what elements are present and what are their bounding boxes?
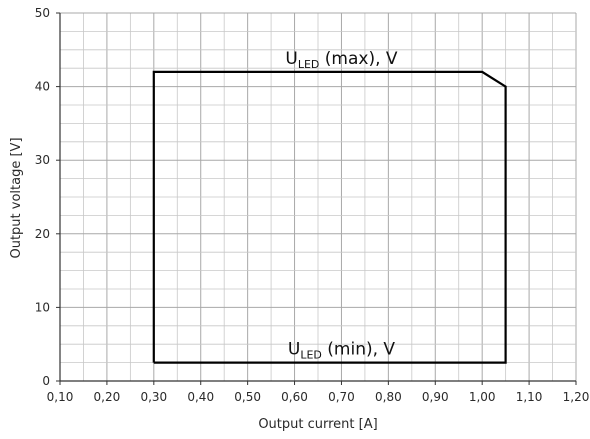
- x-tick-label: 0,40: [187, 390, 214, 404]
- x-axis-title: Output current [A]: [258, 417, 377, 432]
- x-tick-label: 0,10: [47, 390, 74, 404]
- y-tick-label: 30: [35, 153, 50, 167]
- x-tick-label: 0,70: [328, 390, 355, 404]
- x-tick-label: 0,60: [281, 390, 308, 404]
- x-tick-label: 1,00: [469, 390, 496, 404]
- x-tick-label: 1,10: [516, 390, 543, 404]
- y-tick-label: 20: [35, 227, 50, 241]
- x-tick-label: 0,90: [422, 390, 449, 404]
- y-tick-label: 40: [35, 80, 50, 94]
- x-tick-label: 1,20: [563, 390, 590, 404]
- x-tick-label: 0,20: [94, 390, 121, 404]
- annotations: ULED (max), V ULED (min), V: [285, 49, 398, 362]
- y-tick-label: 10: [35, 300, 50, 314]
- y-axis-title: Output voltage [V]: [9, 137, 24, 258]
- x-tick-labels: 0,10 0,20 0,30 0,40 0,50 0,60 0,70 0,80 0,90 1,00…: [47, 381, 590, 404]
- operating-window-line: [152, 70, 507, 364]
- y-tick-label: 50: [35, 6, 50, 20]
- annotation-uled-max: ULED (max), V: [285, 49, 398, 71]
- y-tick-label: 0: [42, 374, 50, 388]
- annotation-uled-min: ULED (min), V: [288, 340, 396, 362]
- x-tick-label: 0,30: [140, 390, 167, 404]
- y-tick-labels: 0 10 20 30 40 50: [35, 6, 60, 388]
- x-tick-label: 0,80: [375, 390, 402, 404]
- x-tick-label: 0,50: [234, 390, 261, 404]
- axes: [59, 13, 576, 382]
